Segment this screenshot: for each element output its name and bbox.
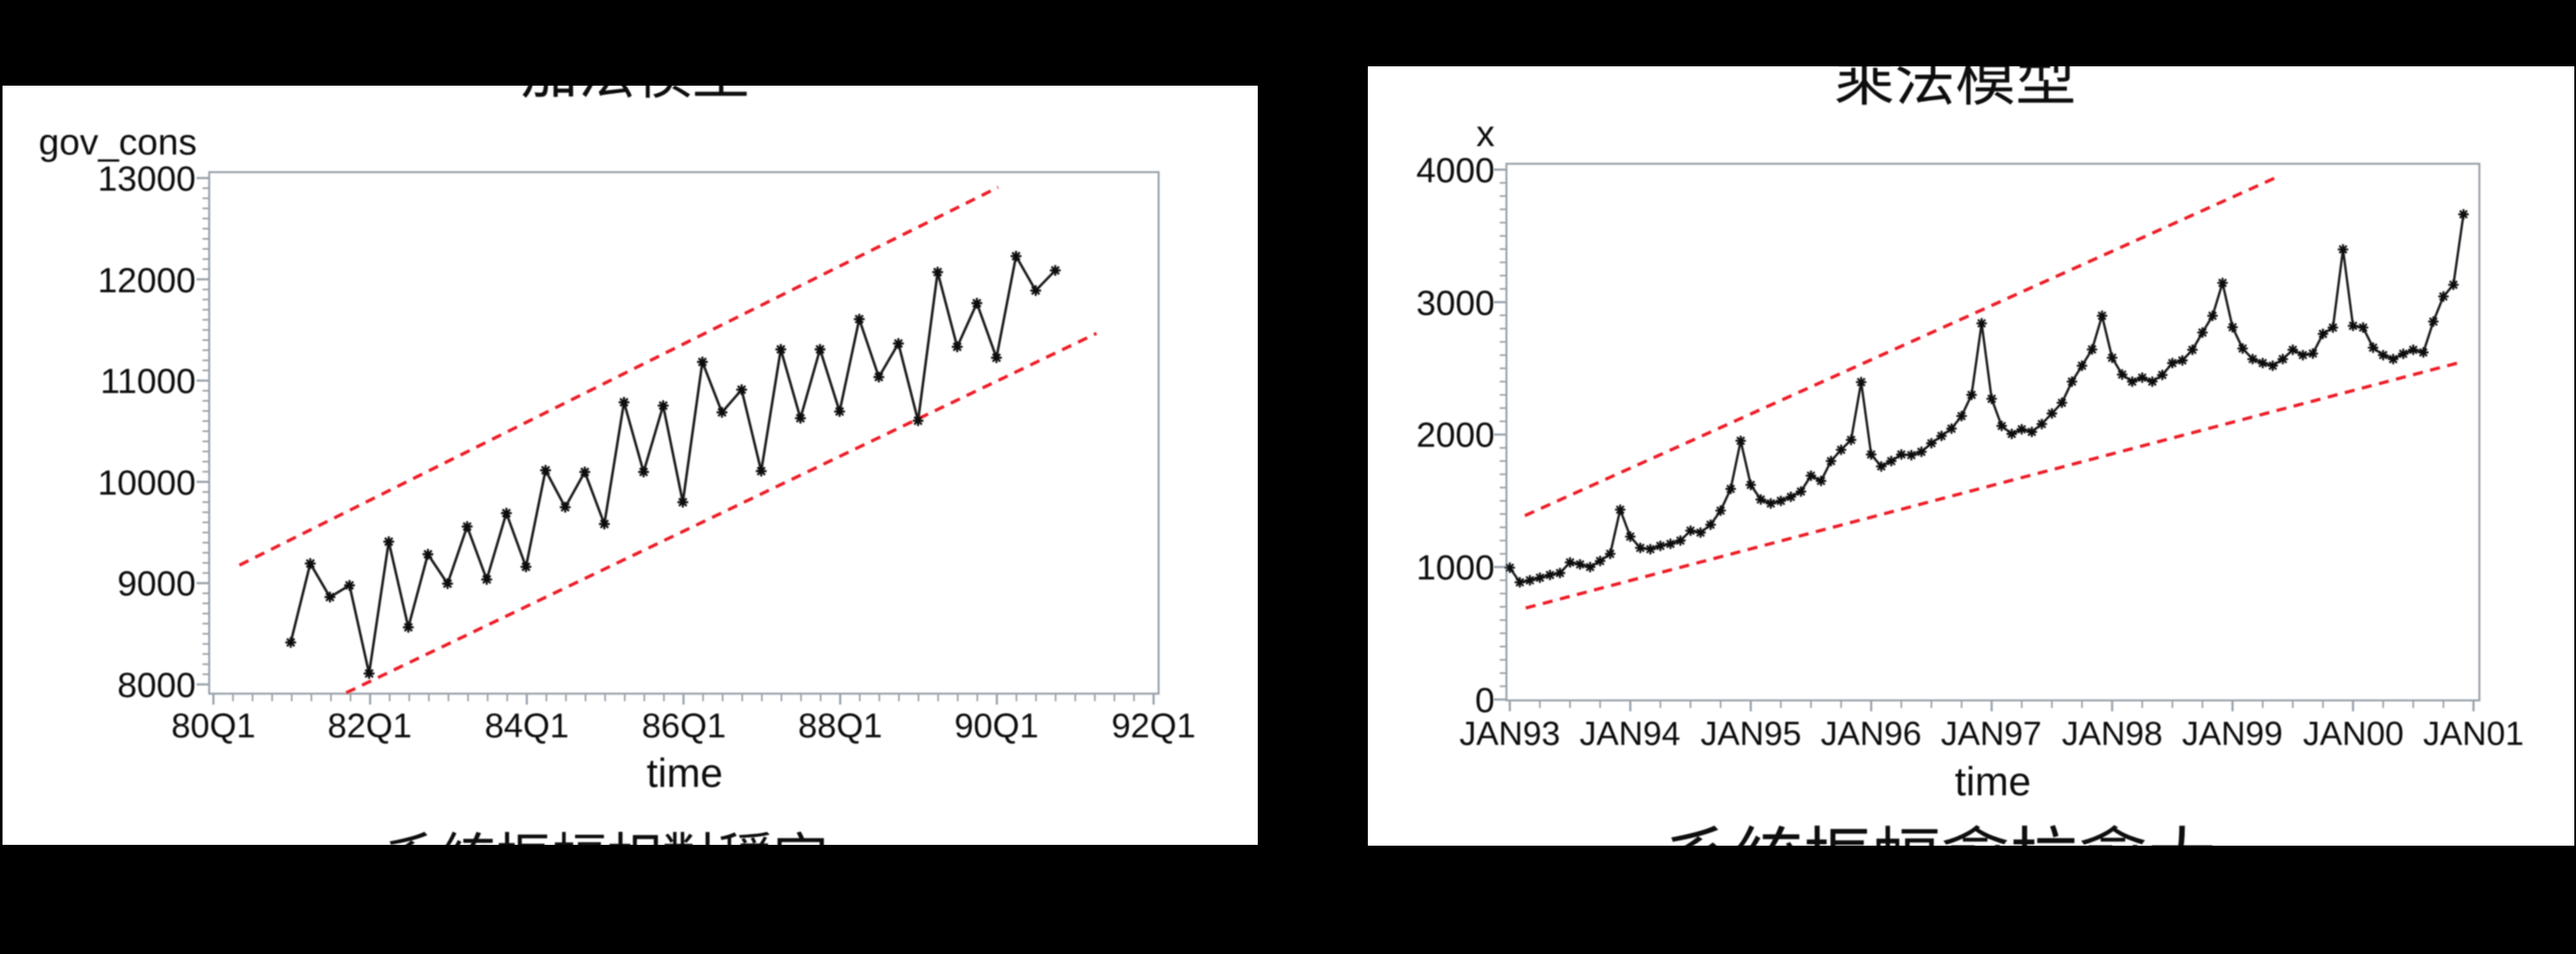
svg-text:2000: 2000 (1417, 415, 1495, 454)
svg-text:JAN94: JAN94 (1580, 716, 1680, 752)
svg-text:82Q1: 82Q1 (328, 706, 412, 745)
svg-text:8000: 8000 (118, 665, 196, 705)
svg-text:JAN93: JAN93 (1459, 716, 1560, 752)
svg-text:x: x (1476, 113, 1495, 155)
svg-text:13000: 13000 (97, 159, 196, 198)
svg-text:JAN95: JAN95 (1701, 716, 1801, 752)
svg-text:JAN98: JAN98 (2062, 716, 2163, 752)
svg-text:JAN99: JAN99 (2182, 716, 2283, 752)
svg-text:11000: 11000 (100, 361, 196, 401)
svg-text:88Q1: 88Q1 (798, 706, 882, 745)
svg-text:JAN97: JAN97 (1941, 716, 2042, 752)
svg-text:86Q1: 86Q1 (642, 706, 726, 745)
svg-text:JAN01: JAN01 (2423, 716, 2524, 752)
svg-text:0: 0 (1475, 680, 1495, 720)
svg-text:90Q1: 90Q1 (954, 706, 1038, 745)
svg-text:92Q1: 92Q1 (1112, 706, 1196, 745)
svg-text:12000: 12000 (97, 260, 196, 300)
svg-text:time: time (1955, 760, 2032, 805)
svg-text:9000: 9000 (118, 563, 196, 603)
svg-text:4000: 4000 (1417, 150, 1495, 190)
svg-text:JAN00: JAN00 (2303, 716, 2404, 752)
svg-text:1000: 1000 (1417, 548, 1495, 587)
svg-text:gov_cons: gov_cons (39, 122, 197, 163)
svg-text:80Q1: 80Q1 (171, 706, 255, 745)
svg-text:10000: 10000 (97, 463, 196, 502)
svg-text:time: time (647, 752, 723, 796)
svg-text:3000: 3000 (1417, 283, 1495, 322)
svg-text:84Q1: 84Q1 (485, 706, 569, 745)
svg-text:JAN96: JAN96 (1821, 716, 1921, 752)
